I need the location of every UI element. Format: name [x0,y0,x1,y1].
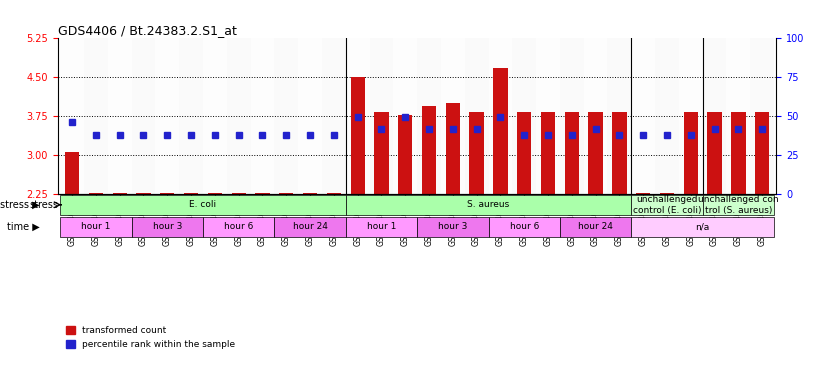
Bar [298,38,322,194]
Bar [84,38,107,194]
Bar [136,193,150,194]
Bar [488,38,512,194]
Bar [60,38,84,194]
Bar [446,103,460,194]
Bar [417,38,441,194]
Bar [588,112,603,194]
Bar [350,77,365,194]
Bar [560,38,584,194]
Legend: transformed count, percentile rank within the sample: transformed count, percentile rank withi… [62,322,239,352]
FancyBboxPatch shape [703,195,774,215]
Bar [374,112,388,194]
Text: hour 24: hour 24 [292,222,327,232]
Text: stress: stress [29,200,59,210]
Bar [207,193,222,194]
Bar [441,38,465,194]
Bar [179,38,203,194]
Bar [65,152,79,194]
FancyBboxPatch shape [631,195,703,215]
FancyBboxPatch shape [560,217,631,237]
Text: E. coli: E. coli [189,200,216,209]
Bar [231,193,246,194]
Bar [512,38,536,194]
FancyBboxPatch shape [346,217,417,237]
Bar [422,106,436,194]
Bar [279,193,293,194]
Bar [88,193,103,194]
Bar [684,112,698,194]
Bar [369,38,393,194]
Bar [536,38,560,194]
Bar [155,38,179,194]
FancyBboxPatch shape [131,217,203,237]
Bar [107,38,131,194]
Bar [250,38,274,194]
Bar [731,112,746,194]
Text: S. aureus: S. aureus [468,200,510,209]
Bar [541,112,555,194]
FancyBboxPatch shape [488,217,560,237]
Bar [612,112,627,194]
Bar [750,38,774,194]
FancyBboxPatch shape [631,217,774,237]
Bar [493,68,507,194]
Bar [303,193,317,194]
Bar [131,38,155,194]
Bar [565,112,579,194]
Text: hour 1: hour 1 [81,222,111,232]
Bar [112,193,127,194]
Bar [255,193,269,194]
FancyBboxPatch shape [60,217,131,237]
Text: hour 3: hour 3 [153,222,182,232]
Bar [631,38,655,194]
Bar [707,112,722,194]
Bar [703,38,727,194]
Bar [327,193,341,194]
Text: n/a: n/a [695,222,710,232]
Text: hour 1: hour 1 [367,222,396,232]
Bar [184,193,198,194]
Bar [203,38,227,194]
Text: hour 24: hour 24 [578,222,613,232]
Text: unchallenged
control (E. coli): unchallenged control (E. coli) [633,195,701,215]
Bar [322,38,346,194]
Bar [274,38,298,194]
Bar [636,193,650,194]
Bar [755,112,769,194]
Bar [227,38,250,194]
Bar [679,38,703,194]
FancyBboxPatch shape [417,217,488,237]
Text: unchallenged con
trol (S. aureus): unchallenged con trol (S. aureus) [698,195,779,215]
FancyBboxPatch shape [346,195,631,215]
FancyBboxPatch shape [274,217,346,237]
Text: hour 3: hour 3 [438,222,468,232]
Text: GDS4406 / Bt.24383.2.S1_at: GDS4406 / Bt.24383.2.S1_at [58,24,237,37]
FancyBboxPatch shape [60,195,346,215]
Bar [655,38,679,194]
Text: hour 6: hour 6 [510,222,539,232]
Text: time ▶: time ▶ [7,222,40,232]
Bar [660,193,674,194]
FancyBboxPatch shape [203,217,274,237]
Bar [584,38,607,194]
Bar [160,193,174,194]
Bar [469,112,484,194]
Bar [465,38,488,194]
Bar [607,38,631,194]
Text: hour 6: hour 6 [224,222,254,232]
Bar [398,115,412,194]
Text: stress ▶: stress ▶ [0,200,40,210]
Bar [727,38,750,194]
Bar [517,112,531,194]
Bar [393,38,417,194]
Bar [346,38,369,194]
